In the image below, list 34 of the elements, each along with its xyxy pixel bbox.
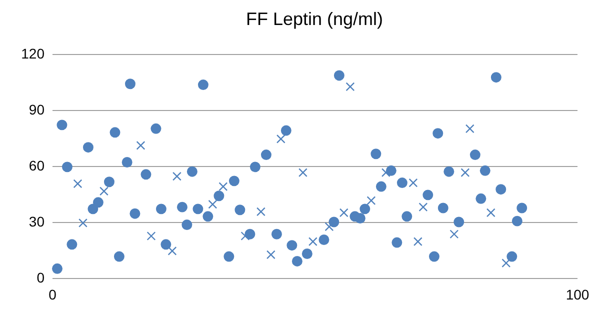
point (172, 172, 182, 181)
point (366, 196, 376, 206)
point (208, 200, 218, 209)
point (146, 232, 156, 240)
point (418, 202, 428, 212)
point (136, 140, 146, 150)
chart-title: FF Leptin (ng/ml) (246, 9, 384, 29)
point (256, 207, 266, 216)
point (413, 237, 422, 246)
y-tick-label: 90 (28, 102, 45, 118)
y-tick-label: 60 (28, 158, 45, 174)
point (502, 258, 511, 268)
point (450, 230, 459, 239)
point (346, 82, 355, 92)
y-tick-label: 30 (28, 214, 45, 230)
point (168, 246, 177, 256)
point (486, 208, 496, 218)
point (100, 186, 108, 196)
x-tick-label: 100 (566, 286, 590, 302)
point (408, 178, 418, 188)
point (324, 222, 334, 232)
point (266, 250, 276, 260)
point (276, 134, 286, 144)
y-tick-label: 0 (36, 270, 45, 286)
point (78, 218, 88, 228)
point (460, 168, 470, 178)
y-tick-label: 120 (21, 46, 45, 62)
point (218, 182, 228, 192)
point (339, 208, 348, 218)
point (308, 237, 318, 246)
point (381, 168, 390, 178)
point (465, 124, 474, 134)
point (73, 179, 82, 188)
point (298, 168, 308, 178)
